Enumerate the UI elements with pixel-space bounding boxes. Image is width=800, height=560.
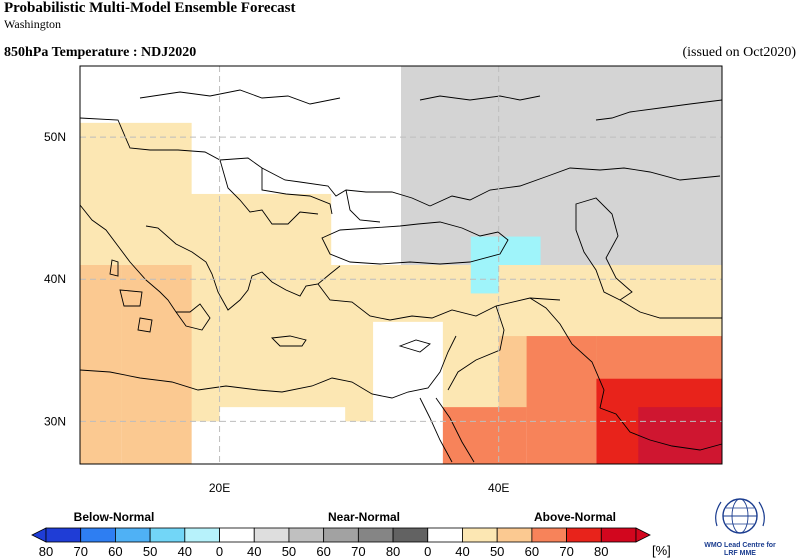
cell-ocean — [219, 407, 346, 464]
cell-below_40 — [470, 236, 541, 265]
cell-above_80 — [638, 407, 722, 464]
legend-tick-label: 40 — [247, 544, 262, 559]
legend-tick-label: 50 — [489, 544, 505, 559]
legend-tick-label: 80 — [38, 544, 54, 559]
map-frame — [79, 65, 723, 465]
legend-near-normal: Near-Normal — [327, 510, 401, 524]
lat-label: 50N — [44, 130, 66, 144]
cell-above_60 — [526, 336, 597, 464]
legend-arrow-left — [31, 527, 47, 543]
lon-label: 40E — [488, 481, 509, 495]
cell-above_50 — [80, 265, 122, 464]
legend-tick-label: 60 — [316, 544, 331, 559]
legend-below-normal: Below-Normal — [73, 510, 155, 524]
cell-normal_40 — [401, 66, 722, 265]
legend-tick-label: 50 — [281, 544, 297, 559]
subtitle: Washington — [4, 17, 62, 31]
lat-label: 40N — [44, 272, 66, 286]
legend-swatch — [392, 527, 429, 543]
legend-swatch — [566, 527, 602, 543]
legend-swatch — [219, 527, 255, 543]
legend-swatch — [357, 527, 394, 543]
title: Probabilistic Multi-Model Ensemble Forec… — [4, 0, 296, 16]
legend-swatch — [462, 527, 498, 543]
latitude-labels: 50N 40N 30N — [44, 130, 66, 428]
variable-title: 850hPa Temperature : NDJ2020 — [4, 45, 197, 60]
legend-swatch — [288, 527, 325, 543]
globe-icon — [715, 498, 765, 534]
cell-ocean — [191, 66, 401, 194]
legend-tick-label: 60 — [524, 544, 540, 559]
legend-unit: [%] — [652, 543, 671, 558]
legend-tick-label: 70 — [559, 544, 574, 559]
wmo-logo — [715, 498, 765, 534]
legend-swatch — [427, 527, 463, 543]
legend-tick-label: 0 — [424, 544, 432, 559]
legend-tick-label: 0 — [215, 544, 224, 559]
legend-arrow-right — [635, 527, 651, 543]
legend-swatch — [531, 527, 567, 543]
legend-tick-label: 80 — [385, 544, 401, 559]
legend-tick-label: 80 — [594, 544, 609, 559]
legend-swatch — [45, 527, 82, 543]
legend-swatch — [253, 527, 290, 543]
lat-label: 30N — [44, 414, 66, 428]
legend-tick-label: 70 — [73, 544, 88, 559]
legend-swatch — [80, 527, 116, 543]
cell-above_60 — [442, 407, 527, 464]
legend-swatch — [149, 527, 186, 543]
longitude-labels: 20E 40E — [209, 481, 509, 495]
legend-tick-label: 60 — [108, 544, 123, 559]
coastlines — [79, 89, 723, 463]
lon-label: 20E — [209, 481, 230, 495]
legend-swatch — [496, 527, 533, 543]
issued-date: (issued on Oct2020) — [682, 45, 796, 60]
wmo-caption-2: LRF MME — [724, 550, 756, 557]
legend-tick-label: 40 — [177, 544, 193, 559]
legend-swatch — [323, 527, 359, 543]
legend-above-normal: Above-Normal — [533, 510, 617, 524]
legend-swatch — [600, 527, 637, 543]
gridlines — [80, 66, 722, 464]
legend-swatch — [184, 527, 220, 543]
legend-colorbar — [31, 527, 651, 543]
wmo-caption-1: WMO Lead Centre for — [704, 542, 776, 549]
legend-tick-label: 50 — [142, 544, 158, 559]
legend-tick-label: 70 — [351, 544, 366, 559]
legend-tick-label: 40 — [455, 544, 470, 559]
legend-swatch — [115, 527, 151, 543]
probability-cells — [80, 66, 722, 464]
cell-ocean — [373, 321, 443, 422]
cell-above_50 — [121, 265, 192, 464]
